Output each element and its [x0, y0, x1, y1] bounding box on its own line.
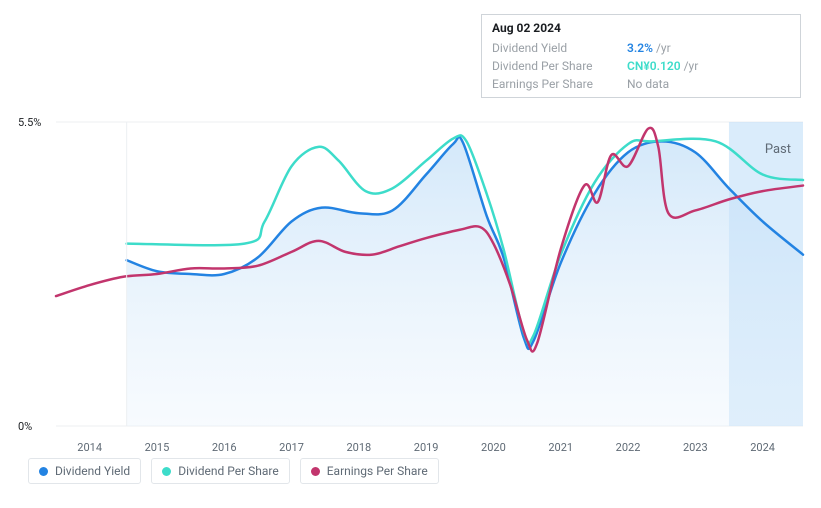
- legend-dot-icon: [311, 467, 320, 476]
- x-tick-label: 2020: [481, 441, 506, 454]
- legend-dot-icon: [162, 467, 171, 476]
- tooltip-label: Earnings Per Share: [492, 77, 627, 91]
- tooltip-value: 3.2%/yr: [627, 41, 671, 55]
- legend-label: Dividend Yield: [55, 464, 130, 478]
- x-tick-label: 2024: [750, 441, 775, 454]
- past-region-label: Past: [765, 142, 791, 157]
- tooltip-row: Dividend Per Share CN¥0.120/yr: [482, 57, 800, 75]
- tooltip-row: Dividend Yield 3.2%/yr: [482, 39, 800, 57]
- tooltip-value: No data: [627, 77, 669, 91]
- legend-item-dividend-yield[interactable]: Dividend Yield: [28, 458, 141, 484]
- tooltip-value: CN¥0.120/yr: [627, 59, 698, 73]
- x-tick-label: 2016: [212, 441, 237, 454]
- data-tooltip: Aug 02 2024 Dividend Yield 3.2%/yr Divid…: [481, 14, 801, 98]
- x-tick-label: 2014: [77, 441, 102, 454]
- y-tick-label: 5.5%: [18, 116, 41, 129]
- tooltip-label: Dividend Per Share: [492, 59, 627, 73]
- chart-legend: Dividend Yield Dividend Per Share Earnin…: [28, 458, 439, 484]
- x-tick-label: 2022: [616, 441, 641, 454]
- legend-dot-icon: [39, 467, 48, 476]
- tooltip-date: Aug 02 2024: [482, 15, 800, 39]
- x-tick-label: 2018: [346, 441, 371, 454]
- x-tick-label: 2015: [145, 441, 170, 454]
- chart-plot[interactable]: [14, 114, 807, 434]
- legend-label: Dividend Per Share: [178, 464, 279, 478]
- x-tick-label: 2023: [683, 441, 708, 454]
- x-tick-label: 2021: [548, 441, 573, 454]
- legend-item-dividend-per-share[interactable]: Dividend Per Share: [151, 458, 290, 484]
- x-tick-label: 2017: [279, 441, 304, 454]
- legend-item-earnings-per-share[interactable]: Earnings Per Share: [300, 458, 439, 484]
- y-tick-label: 0%: [18, 420, 32, 433]
- tooltip-row: Earnings Per Share No data: [482, 75, 800, 97]
- chart-container: Aug 02 2024 Dividend Yield 3.2%/yr Divid…: [14, 14, 807, 494]
- legend-label: Earnings Per Share: [327, 464, 428, 478]
- tooltip-label: Dividend Yield: [492, 41, 627, 55]
- x-tick-label: 2019: [414, 441, 439, 454]
